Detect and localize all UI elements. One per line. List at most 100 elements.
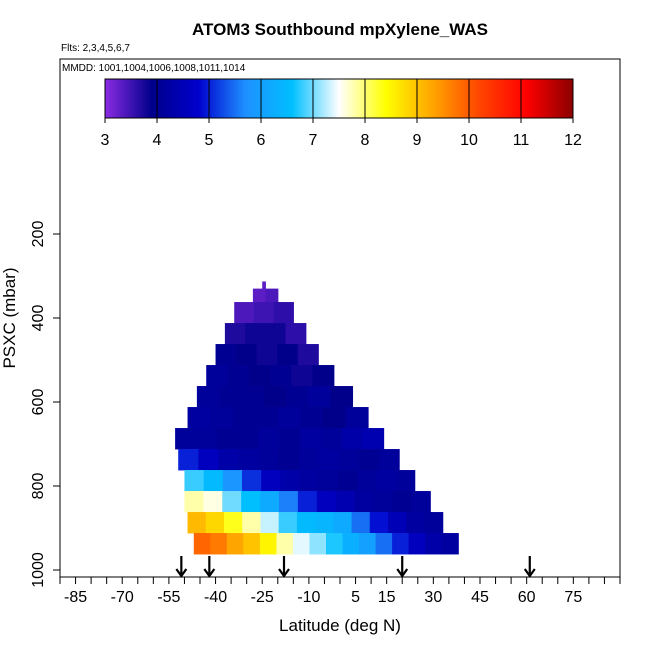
y-tick-label: 400 [30,305,47,332]
heatmap-cells [175,281,459,555]
heatmap-cell [425,533,443,555]
heatmap-cell [252,288,266,303]
heatmap-cell [175,428,197,450]
colorbar-tick-label: 10 [460,132,478,149]
x-tick-label: -55 [157,589,180,606]
x-tick-label: -25 [251,589,274,606]
heatmap-cell [256,344,278,366]
heatmap-cell [210,407,234,429]
flights-note: Flts: 2,3,4,5,6,7 [61,43,130,54]
heatmap-cell [203,470,224,492]
heatmap-cell [280,470,301,492]
heatmap-cell [291,365,314,387]
heatmap-cell [260,512,280,534]
heatmap-cell [408,533,426,555]
flight-marker-arrow [175,556,188,578]
heatmap-cell [354,491,375,513]
heatmap-cell [358,449,380,471]
heatmap-cell [224,323,246,345]
heatmap-cell [259,533,278,555]
heatmap-cell [219,386,242,408]
y-axis-label: PSXC (mbar) [0,267,19,368]
heatmap-cell [216,428,239,450]
heatmap-cell [335,491,356,513]
heatmap-cell [203,491,223,513]
heatmap-cell [178,449,199,471]
heatmap-cell [326,533,344,555]
heatmap-cell [278,512,298,534]
x-tick-label: 60 [518,589,536,606]
x-axis-label: Latitude (deg N) [279,616,401,635]
dates-note: MMDD: 1001,1004,1006,1008,1011,1014 [62,63,246,74]
colorbar-tick-label: 4 [153,132,162,149]
heatmap-cell [411,491,431,513]
heatmap-cell [341,428,364,450]
heatmap-cell [362,428,385,450]
heatmap-cell [285,323,307,345]
heatmap-cell [359,533,377,555]
x-tick-label: 45 [471,589,489,606]
heatmap-cell [218,449,240,471]
heatmap-cell [226,533,244,555]
flight-marker-arrow [523,556,536,578]
colorbar-tick-label: 6 [257,132,266,149]
heatmap-cell [222,491,242,513]
heatmap-cell [333,512,353,534]
colorbar-ticks: 3 4 5 6 7 8 9 10 11 12 [101,79,582,149]
heatmap-cell [322,407,347,429]
heatmap-cell [270,365,292,387]
heatmap-cell [198,449,219,471]
x-tick-label: 75 [564,589,582,606]
chart-title: ATOM3 Southbound mpXylene_WAS [192,20,488,39]
heatmap-cell [309,533,327,555]
heatmap-cell [232,407,256,429]
x-tick-label: -85 [64,589,87,606]
heatmap-cell [379,449,400,471]
colorbar-tick-label: 12 [564,132,582,149]
heatmap-cell [206,365,229,387]
heatmap-cell [205,512,225,534]
heatmap-cell [278,491,299,513]
x-tick-label: -10 [297,589,320,606]
heatmap-cell [277,407,301,429]
heatmap-cell [373,491,394,513]
heatmap-cell [345,407,369,429]
x-tick-label: 5 [351,589,360,606]
heatmap-cell [318,449,340,471]
x-tick-label: 15 [378,589,396,606]
heatmap-cell [238,449,260,471]
heatmap-cell [258,449,280,471]
heatmap-cell [278,449,300,471]
heatmap-cell [300,407,324,429]
heatmap-cell [296,512,316,534]
heatmap-cell [376,470,397,492]
colorbar-tick-label: 8 [361,132,370,149]
heatmap-cell [299,470,320,492]
heatmap-cell [392,533,410,555]
heatmap-cell [242,512,262,534]
heatmap-cell [262,281,266,289]
heatmap-cell [224,512,243,534]
heatmap-cell [245,323,266,345]
heatmap-cell [184,491,204,513]
heatmap-cell [196,386,220,408]
heatmap-cell [276,533,294,555]
colorbar-tick-label: 3 [101,132,110,149]
colorbar: 3 4 5 6 7 8 9 10 11 12 [101,78,582,149]
heatmap-cell [388,512,407,534]
heatmap-cell [215,344,237,366]
x-tick-label: -70 [111,589,134,606]
heatmap-cell [297,491,318,513]
heatmap-cell [369,512,389,534]
heatmap-cell [277,344,299,366]
heatmap-cell [222,470,243,492]
heatmap-cell [195,428,218,450]
y-tick-label: 1000 [30,552,47,588]
y-tick-label: 800 [30,473,47,500]
colorbar-tick-label: 9 [413,132,422,149]
heatmap-cell [273,302,294,324]
heatmap-cell [297,344,319,366]
x-tick-label: -40 [204,589,227,606]
y-axis: 200 400 600 800 1000 [30,221,61,588]
